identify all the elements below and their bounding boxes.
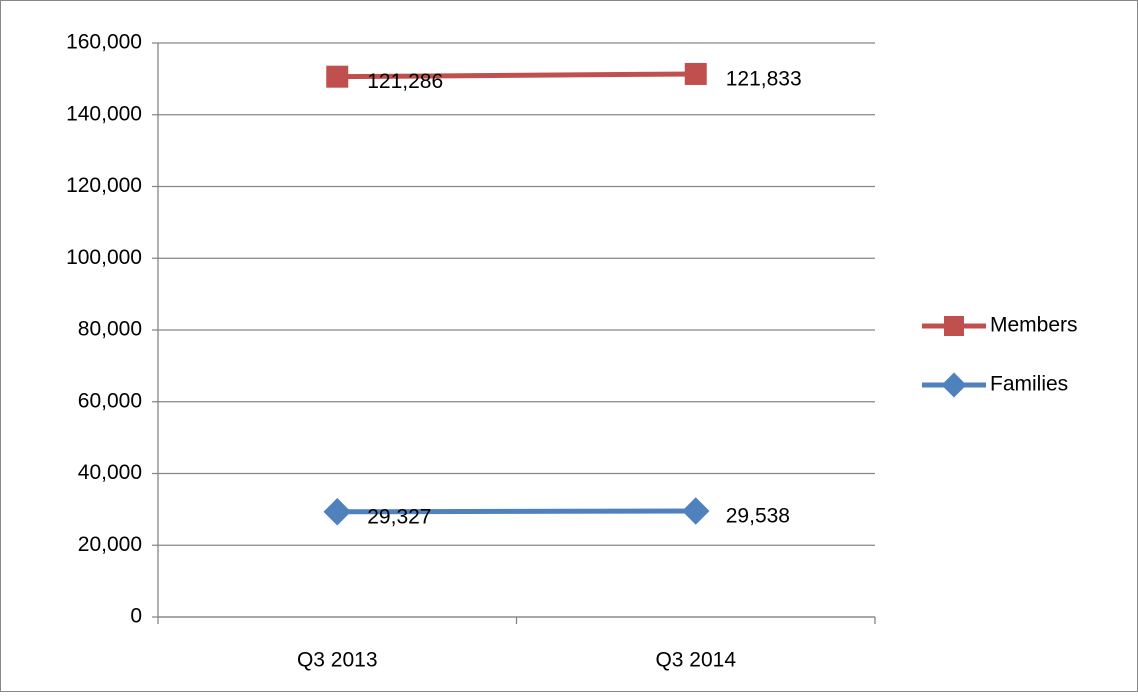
y-tick-label: 20,000 xyxy=(78,533,142,556)
data-label: 29,327 xyxy=(367,505,431,528)
legend-label: Members xyxy=(990,314,1078,337)
data-label: 29,538 xyxy=(726,505,790,528)
marker xyxy=(941,372,967,398)
marker xyxy=(682,497,710,525)
y-tick-label: 100,000 xyxy=(66,246,142,269)
y-tick-label: 140,000 xyxy=(66,102,142,125)
legend-label: Families xyxy=(990,373,1068,396)
y-tick-label: 120,000 xyxy=(66,174,142,197)
marker xyxy=(944,316,964,336)
y-tick-label: 0 xyxy=(130,605,142,628)
marker xyxy=(326,65,349,88)
x-tick-label: Q3 2013 xyxy=(297,649,378,672)
data-label: 121,833 xyxy=(726,68,802,91)
y-tick-label: 80,000 xyxy=(78,318,142,341)
x-tick-label: Q3 2014 xyxy=(655,649,736,672)
series-line xyxy=(337,71,696,80)
marker xyxy=(684,62,707,85)
y-tick-label: 60,000 xyxy=(78,389,142,412)
series-line xyxy=(337,508,696,515)
marker xyxy=(323,498,351,526)
data-label: 121,286 xyxy=(367,70,443,93)
y-tick-label: 40,000 xyxy=(78,461,142,484)
y-tick-label: 160,000 xyxy=(66,31,142,54)
